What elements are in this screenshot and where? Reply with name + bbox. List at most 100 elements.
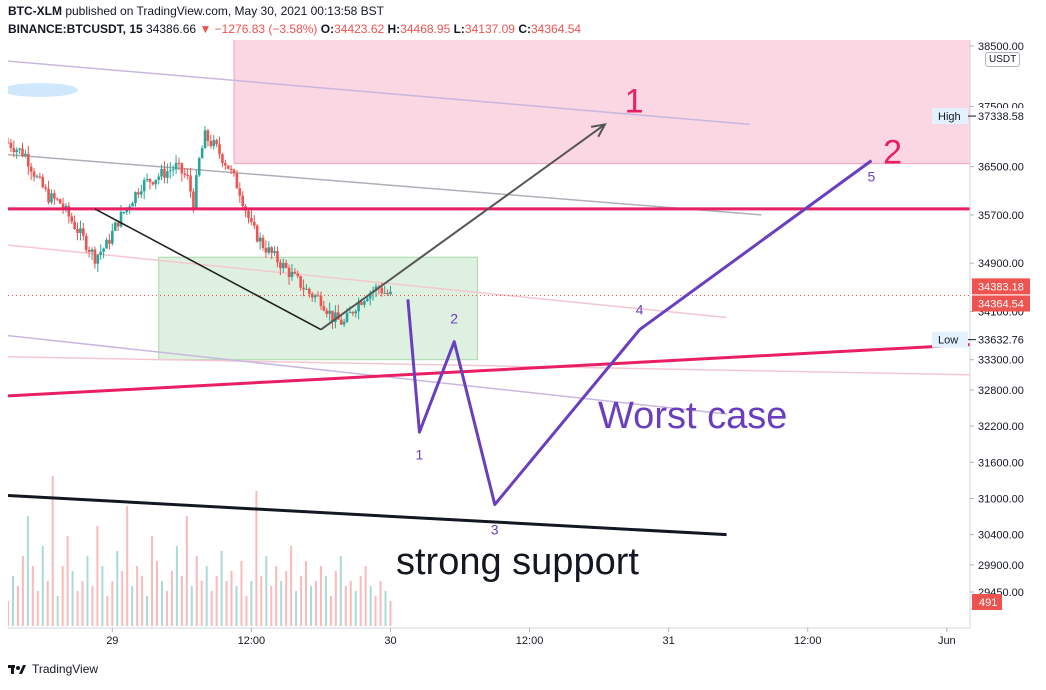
volume-bar bbox=[71, 571, 74, 626]
candle-body bbox=[209, 140, 213, 147]
volume-bar bbox=[285, 571, 288, 626]
candle-body bbox=[258, 237, 262, 242]
price-tag-value: 34364.54 bbox=[978, 298, 1024, 310]
volume-bar bbox=[354, 591, 357, 626]
candle-body bbox=[299, 276, 302, 288]
wave-label: 1 bbox=[415, 446, 423, 462]
high-value: 34468.95 bbox=[400, 22, 451, 36]
candle-body bbox=[273, 251, 276, 254]
candle-body bbox=[148, 178, 152, 183]
currency-unit-badge[interactable]: USDT bbox=[985, 52, 1021, 67]
price-change: −1276.83 (−3.58%) bbox=[214, 22, 318, 36]
candle-body bbox=[322, 306, 326, 311]
channel-line bbox=[8, 153, 762, 216]
worst-case-annotation: Worst case bbox=[598, 395, 787, 437]
target-label: 2 bbox=[883, 134, 902, 172]
volume-bar bbox=[290, 546, 293, 626]
candle-body bbox=[171, 169, 175, 171]
candle-body bbox=[12, 147, 16, 153]
projection-arrow-line bbox=[320, 123, 606, 331]
candle-body bbox=[308, 288, 311, 294]
candle-body bbox=[76, 228, 79, 234]
candle-body bbox=[116, 222, 120, 227]
volume-bar bbox=[61, 566, 64, 626]
volume-bar bbox=[76, 591, 79, 626]
channel-line bbox=[8, 334, 727, 415]
y-tick-label: 34900.00 bbox=[978, 258, 1024, 270]
candle-body bbox=[293, 271, 297, 274]
candle-body bbox=[24, 153, 27, 157]
y-tick-label: 35700.00 bbox=[978, 210, 1024, 222]
y-tick-label: 29900.00 bbox=[978, 560, 1024, 572]
candle-body bbox=[90, 249, 94, 252]
candle-body bbox=[142, 180, 146, 192]
volume-bar bbox=[86, 556, 89, 626]
price-tag-value: 34383.18 bbox=[978, 281, 1024, 293]
volume-bar bbox=[36, 591, 39, 626]
volume-bar bbox=[195, 556, 198, 626]
wave-label: 4 bbox=[636, 301, 644, 317]
volume-bar bbox=[170, 571, 173, 626]
y-tick-label: 32800.00 bbox=[978, 385, 1024, 397]
volume-bar bbox=[389, 601, 392, 626]
volume-bar bbox=[21, 556, 24, 626]
drawing-oval bbox=[8, 83, 78, 97]
candle-body bbox=[38, 176, 42, 178]
candle-body bbox=[122, 211, 126, 213]
publish-info: published on TradingView.com, May 30, 20… bbox=[62, 4, 384, 18]
volume-bar bbox=[106, 596, 109, 626]
marker-value-bg bbox=[976, 108, 1032, 125]
candle-body bbox=[261, 237, 265, 249]
candle-body bbox=[82, 228, 85, 236]
volume-bar bbox=[314, 581, 317, 626]
candle-body bbox=[139, 191, 143, 195]
candle-body bbox=[281, 262, 285, 269]
high-label: H: bbox=[387, 22, 401, 36]
candle-body bbox=[389, 291, 392, 295]
strong-support-line bbox=[8, 493, 727, 537]
volume-bar bbox=[245, 596, 248, 626]
candle-body bbox=[61, 203, 65, 209]
candle-body bbox=[29, 166, 33, 172]
candle-body bbox=[334, 312, 337, 322]
candle-body bbox=[348, 312, 352, 314]
candle-body bbox=[252, 221, 256, 226]
plot-area bbox=[8, 40, 970, 626]
candle-body bbox=[64, 205, 68, 209]
x-tick-label: 12:00 bbox=[516, 635, 544, 647]
candle-body bbox=[206, 130, 210, 141]
candle-body bbox=[195, 175, 198, 209]
candle-body bbox=[354, 311, 358, 314]
candle-body bbox=[47, 188, 50, 203]
volume-bar bbox=[11, 576, 14, 626]
volume-bar bbox=[190, 586, 193, 626]
marker-label: High bbox=[938, 111, 961, 123]
y-tick-label: 38500.00 bbox=[978, 41, 1024, 53]
x-tick-label: 12:00 bbox=[794, 635, 822, 647]
candle-body bbox=[229, 168, 233, 170]
volume-bar bbox=[255, 491, 258, 626]
marker-label-bg bbox=[932, 331, 968, 348]
volume-bar bbox=[8, 601, 9, 626]
volume-bar bbox=[319, 566, 322, 626]
candle-body bbox=[99, 251, 103, 255]
volume-bar bbox=[156, 561, 159, 626]
candle-body bbox=[238, 188, 242, 196]
marker-label: Low bbox=[938, 335, 958, 347]
candle-body bbox=[247, 210, 250, 219]
resistance-zone bbox=[233, 40, 970, 165]
y-tick-label: 30400.00 bbox=[978, 530, 1024, 542]
candle-body bbox=[250, 218, 253, 222]
candle-body bbox=[386, 292, 389, 295]
volume-bar bbox=[300, 576, 303, 626]
candle-body bbox=[128, 206, 131, 208]
volume-bar bbox=[280, 581, 283, 626]
candle-body bbox=[218, 144, 221, 155]
volume-bar bbox=[364, 566, 367, 626]
candle-body bbox=[319, 295, 323, 307]
y-tick-label: 31600.00 bbox=[978, 457, 1024, 469]
candle-body bbox=[368, 293, 372, 299]
target-label: 1 bbox=[625, 82, 644, 120]
consolidation-zone bbox=[158, 256, 478, 361]
